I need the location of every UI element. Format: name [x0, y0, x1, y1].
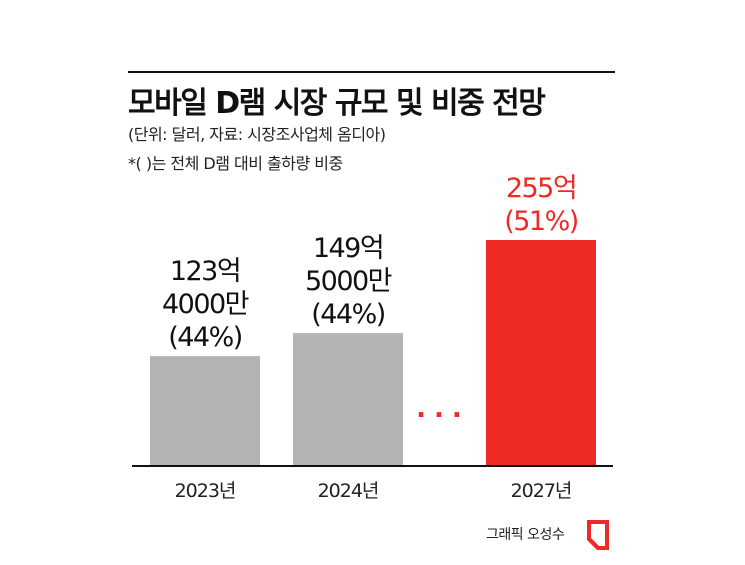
chart-note: *( )는 전체 D램 대비 출하량 비중	[128, 154, 343, 173]
bar-0	[150, 356, 260, 465]
data-label-1-1: 5000만	[305, 266, 392, 297]
x-tick-label-0: 2023년	[175, 480, 236, 502]
graphic-credit: 그래픽 오성수	[486, 527, 565, 543]
red-page-corner-logo-icon	[587, 520, 609, 550]
chart-title: 모바일 D램 시장 규모 및 비중 전망	[128, 86, 546, 121]
bar-2	[486, 240, 596, 465]
x-tick-label-2: 2027년	[511, 480, 572, 502]
chart-subtitle: (단위: 달러, 자료: 시장조사업체 옴디아)	[128, 125, 386, 144]
gap-ellipsis-marker: ...	[416, 394, 470, 424]
x-axis-baseline	[132, 465, 613, 467]
data-label-1-0: 149억	[313, 233, 383, 264]
data-label-2-0: 255억	[506, 173, 576, 204]
data-label-0-1: 4000만	[162, 289, 249, 320]
data-label-1-2: (44%)	[311, 299, 385, 330]
data-label-0-2: (44%)	[168, 322, 242, 353]
data-label-2-1: (51%)	[504, 206, 578, 237]
bar-1	[293, 333, 403, 465]
data-label-0-0: 123억	[170, 256, 240, 287]
x-tick-label-1: 2024년	[318, 480, 379, 502]
title-rule	[128, 71, 615, 73]
